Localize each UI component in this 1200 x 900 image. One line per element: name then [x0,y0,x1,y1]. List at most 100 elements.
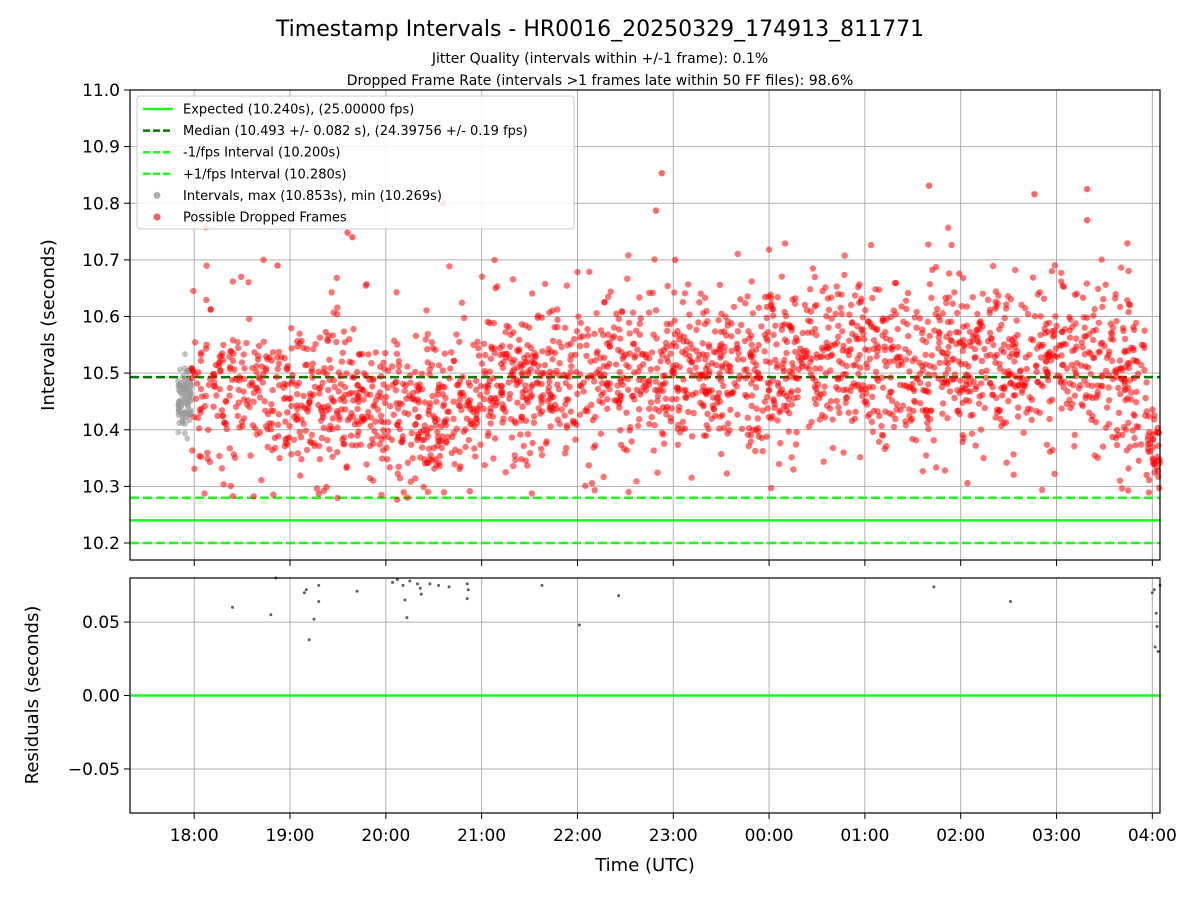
dropped-frame-point [350,325,357,333]
dropped-frame-point [611,397,618,404]
dropped-frame-point [440,489,448,496]
dropped-frame-point [688,474,695,481]
dropped-frame-point [812,400,820,408]
dropped-frame-point [947,336,954,344]
dropped-frame-point [728,333,735,340]
residual-point [391,580,395,584]
dropped-frame-point [1043,441,1051,448]
dropped-frame-point [268,400,275,408]
dropped-frame-point [374,432,381,440]
dropped-frame-point [271,434,279,442]
dropped-frame-point [1100,296,1107,303]
dropped-frame-point [537,410,544,417]
dropped-frame-point [334,494,341,502]
dropped-frame-point [749,310,757,317]
dropped-frame-point [731,380,738,387]
dropped-frame-point [711,328,719,335]
dropped-frame-point [717,377,725,384]
dropped-frame-point [780,360,787,367]
dropped-frame-point [680,376,687,383]
dropped-frame-point [300,392,307,400]
dropped-frame-point [856,454,864,461]
dropped-frame-point [320,424,327,432]
dropped-frame-point [1093,394,1100,401]
dropped-frame-point [811,383,818,390]
dropped-frame-point [561,450,569,457]
dropped-frame-point [663,344,670,351]
dropped-frame-point [1103,354,1111,361]
dropped-frame-point [860,330,867,338]
dropped-frame-point [648,413,655,421]
dropped-frame-point [383,393,390,401]
dropped-frame-point [513,376,520,383]
dropped-frame-point [432,346,439,354]
dropped-frame-point [764,404,771,412]
dropped-frame-point [906,368,913,375]
dropped-frame-point [487,355,495,362]
dropped-frame-point [1058,328,1066,335]
dropped-frame-point [868,418,876,426]
dropped-frame-point [706,368,713,375]
dropped-frame-point [854,381,862,389]
dropped-frame-point [936,330,943,337]
dropped-frame-point [734,328,742,335]
dropped-frame-point [1020,429,1027,436]
dropped-frame-point [783,349,790,357]
dropped-frame-point [834,290,842,298]
dropped-frame-point [753,405,760,412]
dropped-frame-point [955,270,963,277]
residual-point [1009,600,1013,603]
dropped-frame-point [1124,347,1132,354]
dropped-frame-point [636,294,643,301]
dropped-frame-point [953,329,960,336]
dropped-frame-point [275,411,283,418]
dropped-frame-point [458,299,466,306]
top-y-tick-label: 10.9 [82,138,120,158]
dropped-frame-point [303,446,311,454]
dropped-frame-point [281,354,288,362]
dropped-frame-point [1091,354,1098,361]
dropped-frame-point [194,414,202,422]
dropped-frame-point [789,296,796,303]
dropped-frame-point [683,346,690,353]
dropped-frame-point [570,335,578,343]
dropped-frame-point [396,400,403,407]
dropped-frame-point [949,300,956,307]
dropped-frame-point [298,456,305,463]
dropped-frame-point [687,340,694,348]
dropped-frame-point [506,395,513,402]
dropped-frame-point [628,438,635,445]
dropped-frame-point [518,413,526,421]
dropped-frame-point [674,441,682,448]
dropped-frame-point [971,345,979,353]
dropped-frame-point [882,408,889,415]
dropped-frame-point [227,482,235,490]
dropped-frame-point [360,396,367,403]
dropped-frame-point [653,365,661,372]
dropped-frame-point [555,372,562,379]
dropped-frame-point [964,388,972,395]
dropped-frame-point [553,405,560,413]
dropped-frame-point [341,406,349,413]
dropped-frame-point [697,290,704,297]
dropped-frame-point [289,371,296,379]
chart-subtitle-jitter: Jitter Quality (intervals within +/-1 fr… [431,51,768,67]
dropped-frame-point [734,344,742,352]
dropped-frame-point [932,464,940,471]
dropped-frame-point [759,407,766,414]
dropped-frame-point [211,383,219,391]
dropped-frame-point [591,486,598,494]
dropped-frame-point [234,412,241,420]
dropped-frame-point [653,335,660,342]
dropped-frame-point [737,296,744,303]
dropped-frame-point [1153,429,1160,436]
interval-point [176,420,183,427]
dropped-frame-point [234,344,242,352]
interval-point [175,378,182,385]
dropped-frame-point [226,392,233,399]
dropped-frame-point [404,459,412,466]
dropped-frame-point [889,343,897,350]
dropped-frame-point [333,407,341,415]
dropped-frame-point [264,443,271,451]
dropped-frame-point [931,371,938,379]
